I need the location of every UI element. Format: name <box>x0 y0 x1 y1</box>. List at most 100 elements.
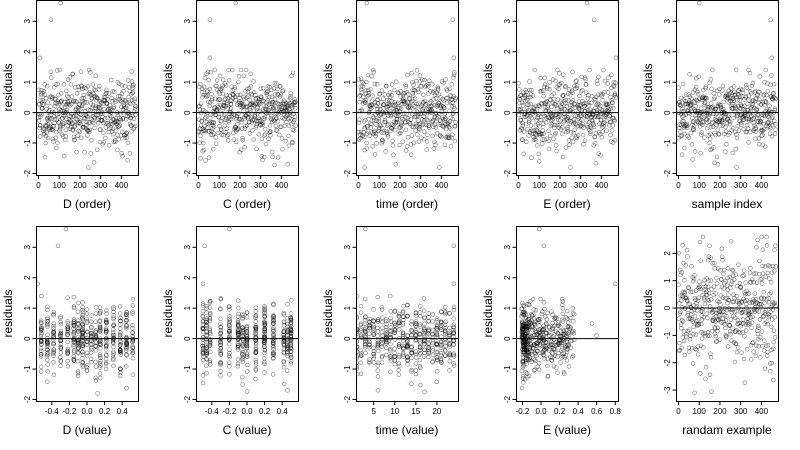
data-point <box>388 328 393 333</box>
data-point <box>678 298 684 303</box>
data-point <box>518 106 523 112</box>
data-point <box>526 353 531 358</box>
data-point <box>540 137 545 142</box>
data-point <box>549 122 555 128</box>
data-point <box>202 75 208 81</box>
data-point <box>45 324 50 329</box>
data-point <box>94 95 100 101</box>
data-point <box>371 351 376 357</box>
data-point <box>413 313 419 318</box>
data-point <box>400 335 406 341</box>
data-point <box>750 340 755 346</box>
data-point <box>51 360 56 365</box>
data-point <box>762 79 767 85</box>
data-point <box>416 111 422 116</box>
data-point <box>766 109 771 115</box>
data-point <box>260 120 265 126</box>
data-point <box>286 133 291 139</box>
data-point <box>748 315 753 320</box>
data-point <box>559 296 565 302</box>
data-point <box>205 69 211 75</box>
y-tick-label: 3 <box>503 19 512 24</box>
data-point <box>89 341 94 346</box>
data-point <box>575 133 581 138</box>
data-point <box>443 343 448 349</box>
data-point <box>235 314 241 319</box>
data-point <box>756 323 761 329</box>
data-point <box>757 334 763 340</box>
data-point <box>200 322 206 327</box>
data-point <box>219 132 224 137</box>
data-point <box>207 360 213 365</box>
data-point <box>270 340 276 346</box>
data-point <box>88 356 94 362</box>
data-point <box>549 104 554 110</box>
data-point <box>365 131 370 136</box>
data-point <box>93 328 99 333</box>
data-point <box>405 303 410 308</box>
data-point <box>451 325 457 330</box>
data-point <box>442 105 447 111</box>
data-point <box>75 368 81 374</box>
data-point <box>530 93 535 98</box>
data-point <box>754 96 759 101</box>
data-point <box>285 162 290 167</box>
data-point <box>418 111 423 116</box>
data-point <box>378 107 383 112</box>
data-point <box>728 86 734 91</box>
data-point <box>116 124 122 129</box>
data-point <box>371 328 376 334</box>
data-point <box>218 328 224 333</box>
data-point <box>733 105 739 110</box>
data-point <box>114 128 119 133</box>
data-point <box>235 322 241 328</box>
data-point <box>85 133 90 138</box>
data-point <box>706 278 711 283</box>
data-point <box>759 329 765 334</box>
data-point <box>226 120 232 125</box>
data-point <box>737 94 743 99</box>
y-tick-label: 1 <box>503 79 512 84</box>
data-point <box>524 328 530 333</box>
data-point <box>362 343 368 348</box>
data-point <box>403 82 408 88</box>
data-point <box>747 300 752 305</box>
data-point <box>39 348 44 353</box>
data-point <box>97 305 103 310</box>
data-point <box>713 333 718 339</box>
data-point <box>730 268 736 274</box>
data-point <box>612 118 617 124</box>
data-point <box>107 113 113 118</box>
data-point <box>95 96 100 101</box>
data-point <box>707 372 713 377</box>
data-point <box>448 144 454 149</box>
data-point <box>531 368 537 373</box>
data-point <box>691 278 696 284</box>
data-point <box>65 358 70 364</box>
data-point <box>280 88 286 93</box>
data-point <box>279 136 285 141</box>
y-tick-label: 1 <box>23 79 32 84</box>
data-point <box>544 317 549 322</box>
data-point <box>253 327 258 332</box>
data-point <box>89 319 94 324</box>
data-point <box>682 289 688 295</box>
data-point <box>375 317 381 322</box>
data-point <box>773 122 778 127</box>
data-point <box>392 320 397 326</box>
data-point <box>64 107 70 113</box>
data-point <box>560 305 566 311</box>
data-point <box>435 87 441 92</box>
data-point <box>409 381 414 386</box>
data-point <box>763 264 768 269</box>
data-point <box>519 332 525 337</box>
data-point <box>130 311 135 316</box>
data-point <box>58 344 63 350</box>
data-point <box>231 137 237 142</box>
data-point <box>367 342 372 348</box>
data-point <box>591 17 597 22</box>
data-point <box>96 87 102 92</box>
data-point <box>737 301 742 307</box>
data-point <box>689 106 694 111</box>
data-point <box>130 97 135 103</box>
